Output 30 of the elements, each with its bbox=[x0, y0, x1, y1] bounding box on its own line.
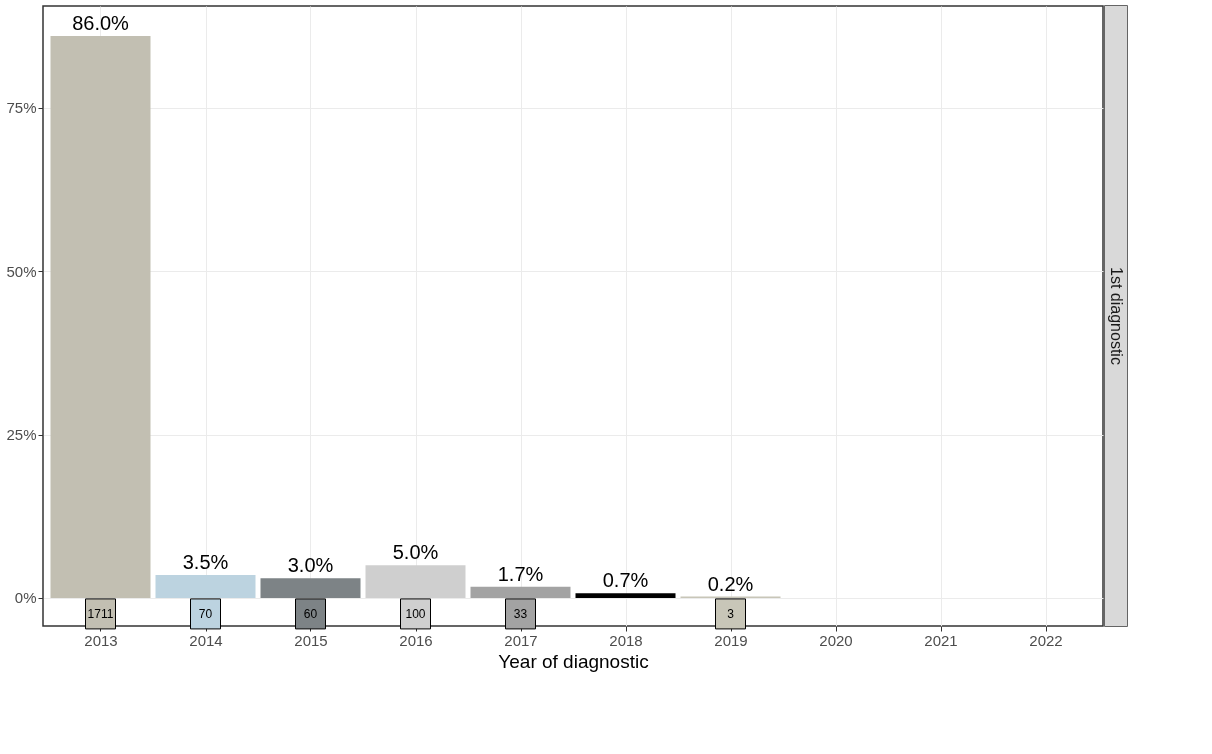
x-tick-label: 2014 bbox=[189, 631, 223, 649]
data-label: 1.7% bbox=[497, 562, 544, 585]
annotation: 60 bbox=[303, 606, 318, 621]
x-tick-label: 2015 bbox=[294, 631, 328, 649]
x-tick-label: 2019 bbox=[714, 631, 748, 649]
data-label: 86.0% bbox=[72, 12, 130, 35]
y-tick-label: 25% bbox=[6, 426, 37, 444]
x-tick-label: 2013 bbox=[84, 631, 118, 649]
x-tick-label: 2017 bbox=[504, 631, 538, 649]
y-tick-label: 50% bbox=[6, 262, 37, 280]
annotation: 70 bbox=[198, 606, 213, 621]
annotation: 33 bbox=[513, 606, 528, 621]
x-tick-label: 2022 bbox=[1029, 631, 1063, 649]
annotation: 100 bbox=[405, 606, 426, 621]
data-label: 3.0% bbox=[287, 554, 334, 577]
x-tick-label: 2020 bbox=[819, 631, 853, 649]
x-tick-label: 2016 bbox=[399, 631, 433, 649]
x-axis-title: Year of diagnostic bbox=[498, 650, 649, 672]
y-tick-label: 0% bbox=[14, 589, 37, 607]
x-tick-label: 2021 bbox=[924, 631, 958, 649]
text: 1st diagnostic bbox=[1108, 267, 1125, 365]
data-label: 0.7% bbox=[602, 569, 649, 592]
y-tick-label: 75% bbox=[6, 99, 37, 117]
annotation: 3 bbox=[727, 606, 735, 621]
data-label: 5.0% bbox=[392, 541, 439, 564]
data-label: 0.2% bbox=[707, 572, 754, 595]
bar bbox=[575, 593, 676, 598]
x-tick-label: 2018 bbox=[609, 631, 643, 649]
annotation: 1711 bbox=[87, 606, 114, 621]
data-label: 3.5% bbox=[182, 551, 229, 574]
